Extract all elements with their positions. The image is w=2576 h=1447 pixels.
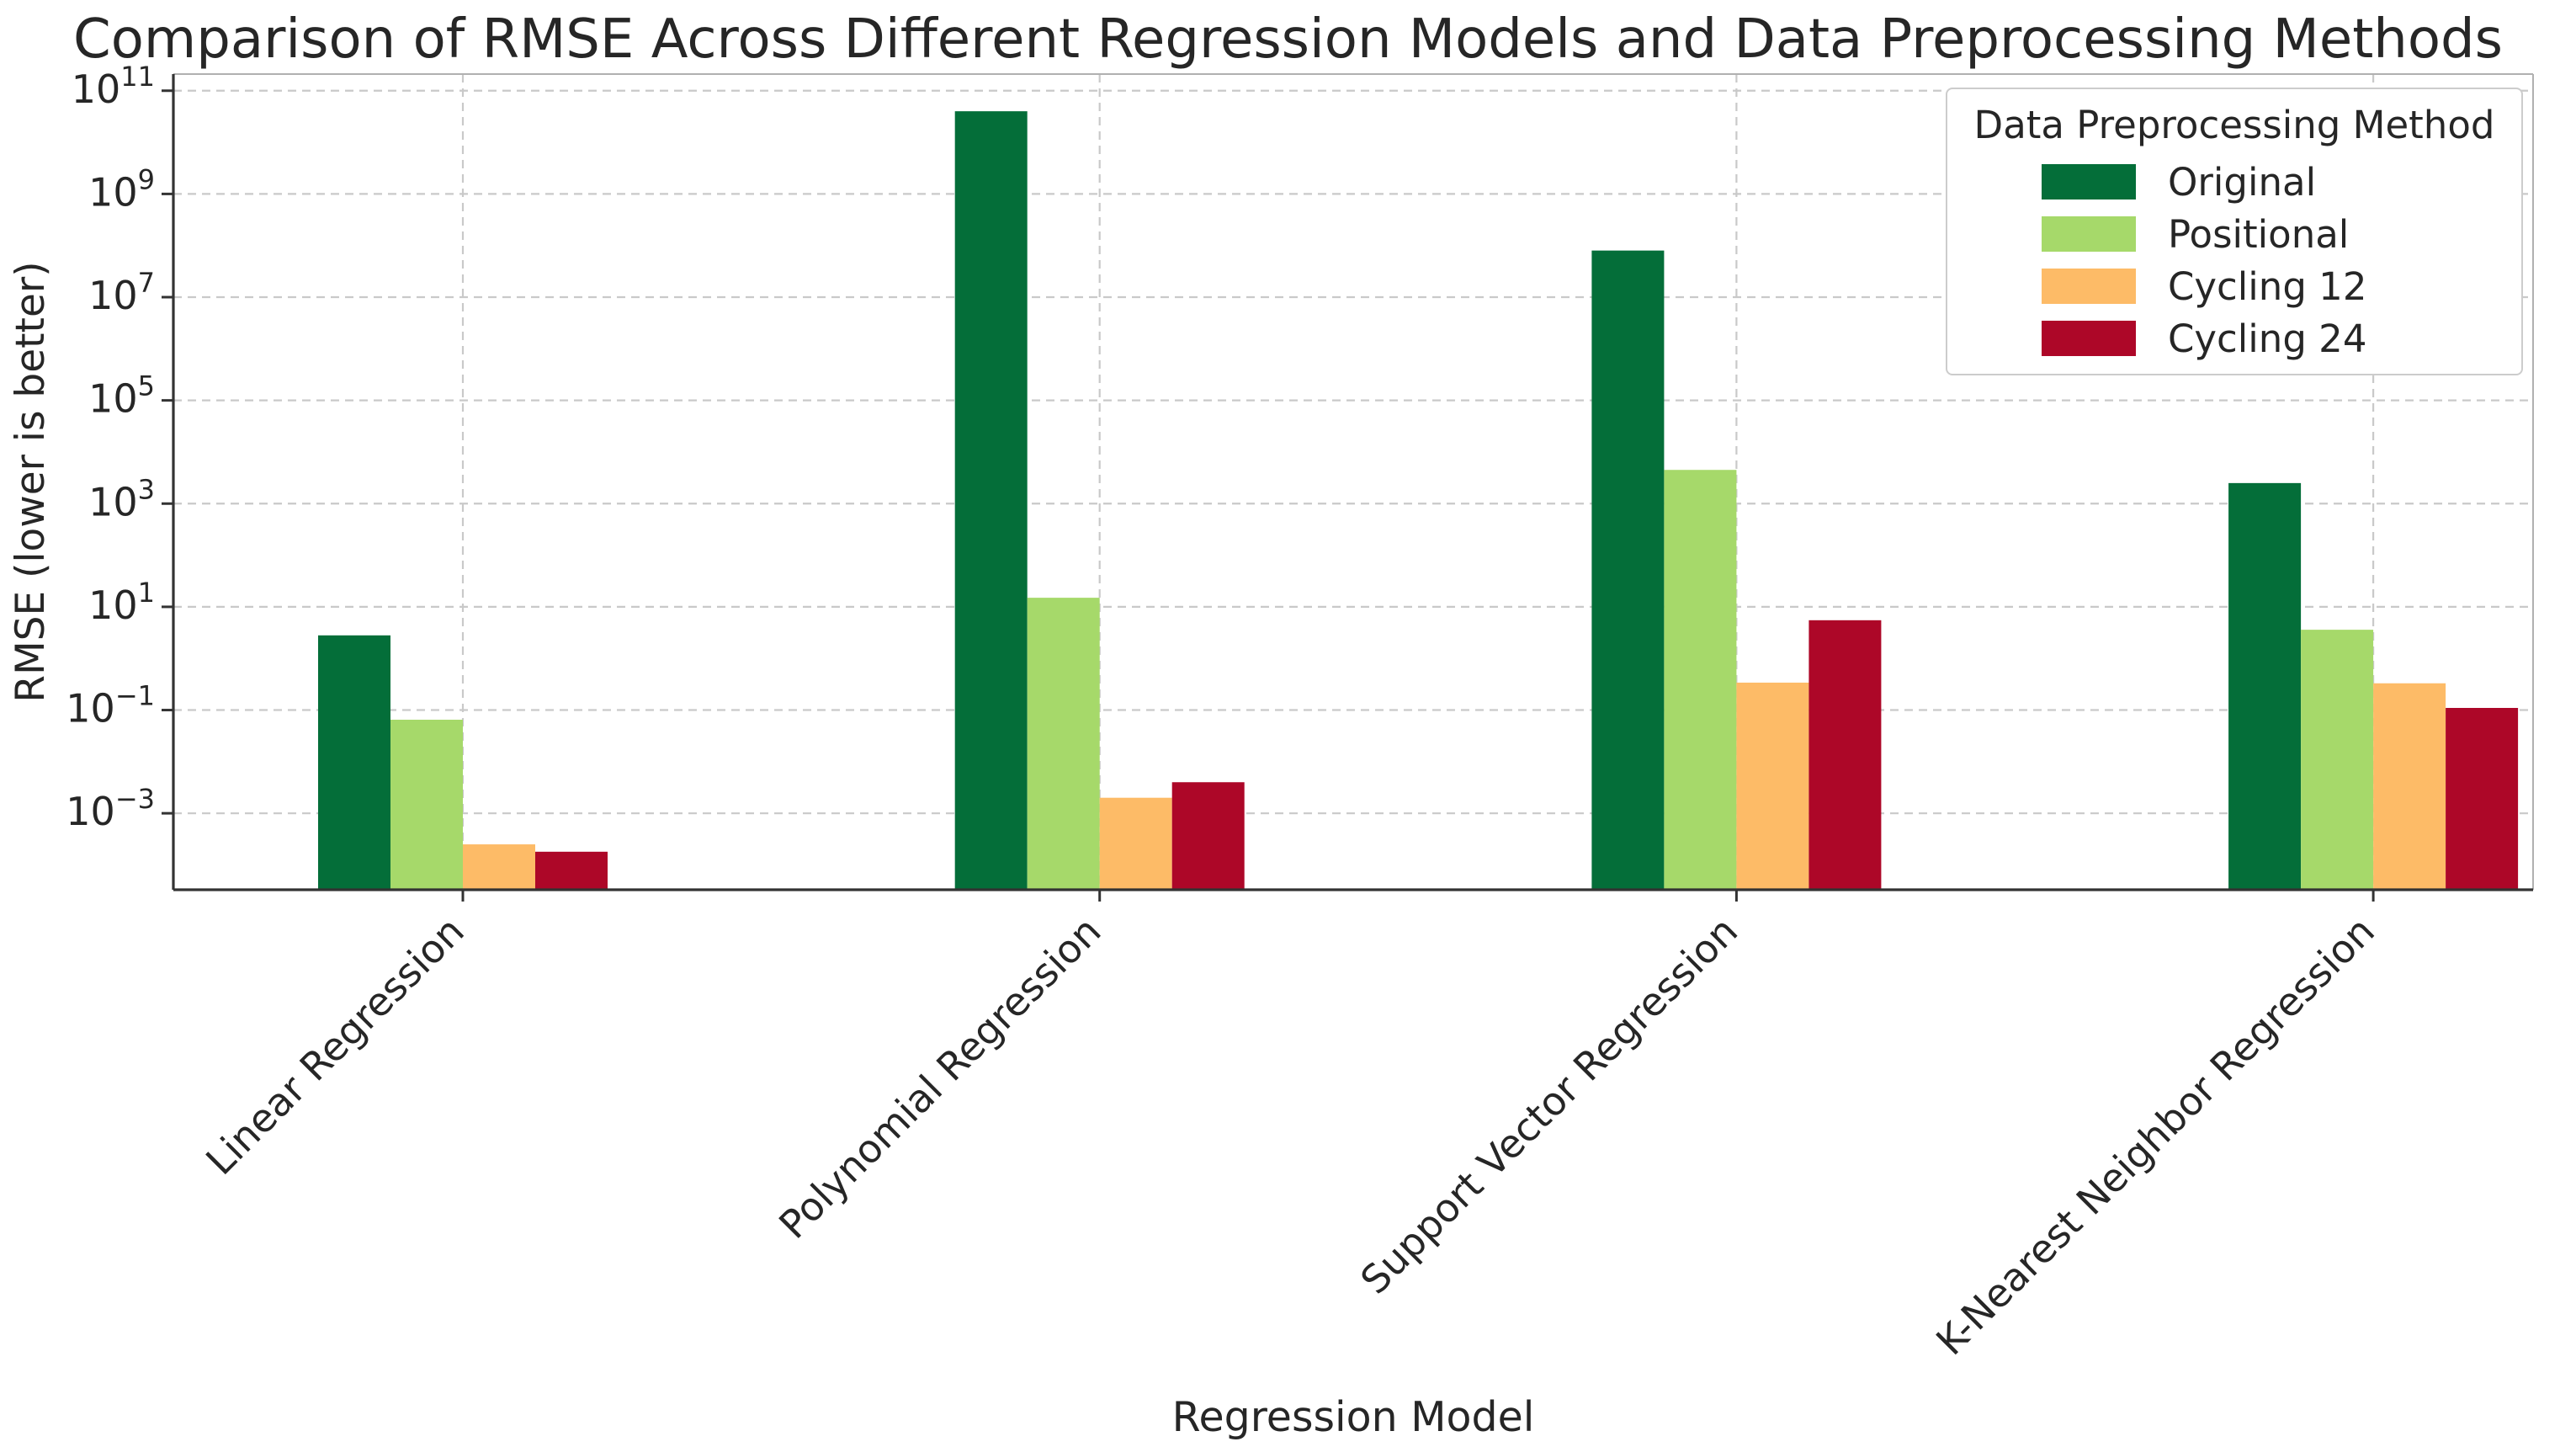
chart-title: Comparison of RMSE Across Different Regr…: [73, 8, 2503, 71]
y-tick-label: 107: [88, 267, 155, 318]
legend-row-cycling-12: Cycling 12: [2042, 260, 2501, 312]
legend-swatch-cycling-24: [2042, 321, 2136, 356]
legend: Data Preprocessing Method Original Posit…: [1946, 88, 2523, 375]
legend-swatch-positional: [2042, 216, 2136, 252]
bar-linear-regression-cycling-24: [535, 851, 608, 890]
bar-support-vector-regression-cycling-12: [1736, 682, 1809, 890]
legend-swatch-original: [2042, 164, 2136, 199]
bar-linear-regression-original: [318, 635, 390, 890]
y-tick-label: 101: [88, 577, 155, 628]
legend-label-cycling-24: Cycling 24: [2168, 316, 2367, 361]
bar-k-nearest-neighbor-regression-positional: [2301, 630, 2374, 890]
bar-linear-regression-positional: [390, 720, 463, 890]
y-tick-label: 103: [88, 473, 155, 524]
bar-k-nearest-neighbor-regression-cycling-24: [2446, 707, 2519, 890]
bar-k-nearest-neighbor-regression-cycling-12: [2373, 683, 2446, 890]
y-axis-label: RMSE (lower is better): [8, 261, 54, 702]
x-tick-label: Linear Regression: [197, 908, 473, 1184]
y-tick-label: 10−3: [66, 783, 155, 834]
x-tick-label: K-Nearest Neighbor Regression: [1927, 908, 2383, 1365]
legend-swatch-cycling-12: [2042, 269, 2136, 304]
bar-support-vector-regression-positional: [1664, 470, 1737, 890]
bar-polynomial-regression-positional: [1027, 598, 1100, 890]
y-tick-label: 109: [88, 163, 155, 215]
bar-support-vector-regression-original: [1591, 250, 1665, 890]
bar-k-nearest-neighbor-regression-original: [2228, 482, 2302, 890]
bar-polynomial-regression-cycling-12: [1099, 797, 1172, 890]
legend-row-cycling-24: Cycling 24: [2042, 312, 2501, 364]
legend-label-cycling-12: Cycling 12: [2168, 263, 2367, 309]
legend-row-original: Original: [2042, 156, 2501, 208]
y-tick-label: 1011: [72, 61, 155, 112]
bar-polynomial-regression-cycling-24: [1171, 782, 1245, 890]
y-tick-label: 105: [88, 370, 155, 422]
legend-title: Data Preprocessing Method: [1973, 103, 2495, 147]
bar-support-vector-regression-cycling-24: [1809, 620, 1882, 890]
legend-row-positional: Positional: [2042, 208, 2501, 260]
legend-label-original: Original: [2168, 159, 2317, 205]
legend-label-positional: Positional: [2168, 211, 2350, 257]
bar-polynomial-regression-original: [954, 111, 1028, 890]
x-tick-label: Polynomial Regression: [770, 908, 1109, 1248]
x-tick-label: Support Vector Regression: [1352, 908, 1746, 1303]
x-axis-label: Regression Model: [1172, 1393, 1535, 1441]
y-tick-label: 10−1: [66, 680, 155, 731]
bar-linear-regression-cycling-12: [463, 844, 535, 890]
